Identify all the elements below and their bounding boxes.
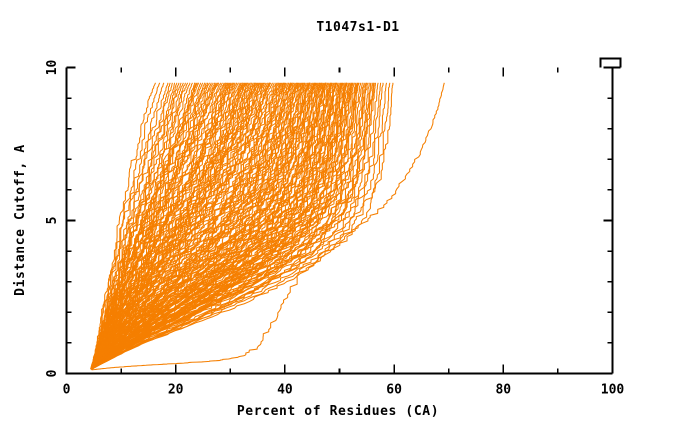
data-curve bbox=[94, 82, 263, 368]
data-curve bbox=[92, 82, 301, 369]
data-curve bbox=[91, 82, 156, 370]
page-title: T1047s1-D1 bbox=[316, 20, 399, 35]
x-tick-label-40: 40 bbox=[277, 383, 293, 398]
x-tick-label-20: 20 bbox=[168, 383, 184, 398]
tick-marks-group bbox=[65, 66, 614, 375]
x-tick-label-80: 80 bbox=[495, 383, 511, 398]
data-curve bbox=[91, 82, 445, 371]
x-tick-label-0: 0 bbox=[63, 383, 71, 398]
data-curve bbox=[92, 82, 349, 370]
data-curve bbox=[93, 82, 286, 369]
data-curve bbox=[93, 82, 391, 369]
x-axis-label: Percent of Residues (CA) bbox=[237, 404, 439, 419]
y-tick-label-10: 10 bbox=[45, 60, 60, 76]
data-curve bbox=[91, 82, 178, 368]
data-curve bbox=[91, 82, 274, 370]
x-tick-labels-group: 0 20 40 60 80 100 bbox=[63, 383, 625, 398]
data-curve bbox=[92, 82, 337, 369]
data-curve bbox=[91, 82, 238, 370]
data-curve bbox=[92, 82, 319, 369]
data-curve bbox=[94, 82, 327, 368]
data-curve bbox=[94, 82, 387, 369]
data-curve bbox=[93, 82, 261, 368]
data-curve bbox=[92, 82, 293, 369]
data-curve bbox=[92, 82, 219, 369]
data-curve bbox=[93, 82, 242, 368]
y-tick-label-5: 5 bbox=[45, 217, 60, 225]
y-axis-label: Distance Cutoff, A bbox=[13, 144, 28, 296]
data-curve bbox=[94, 82, 346, 368]
data-curve bbox=[94, 82, 372, 368]
data-curve bbox=[94, 82, 325, 368]
data-curve bbox=[94, 82, 374, 368]
data-curve bbox=[93, 82, 370, 369]
data-curve bbox=[95, 82, 336, 367]
data-curve bbox=[92, 82, 363, 369]
data-curve bbox=[92, 82, 362, 369]
data-curve bbox=[93, 82, 394, 369]
x-tick-label-100: 100 bbox=[601, 383, 625, 398]
data-curve bbox=[93, 82, 302, 369]
data-curve bbox=[93, 82, 239, 369]
data-curve bbox=[91, 82, 161, 369]
data-curve bbox=[95, 82, 357, 367]
data-curve bbox=[92, 82, 227, 368]
y-tick-label-0: 0 bbox=[45, 369, 60, 377]
x-tick-label-60: 60 bbox=[386, 383, 402, 398]
data-curve bbox=[93, 82, 359, 369]
data-curves-group bbox=[90, 82, 445, 371]
data-curve bbox=[94, 82, 307, 368]
y-tick-labels-group: 0 5 10 bbox=[45, 60, 60, 378]
data-curve bbox=[92, 82, 375, 369]
data-curve bbox=[94, 82, 285, 368]
data-curve bbox=[93, 82, 254, 369]
top-right-notch bbox=[599, 57, 622, 68]
data-curve bbox=[91, 82, 165, 368]
data-curve bbox=[91, 82, 198, 369]
